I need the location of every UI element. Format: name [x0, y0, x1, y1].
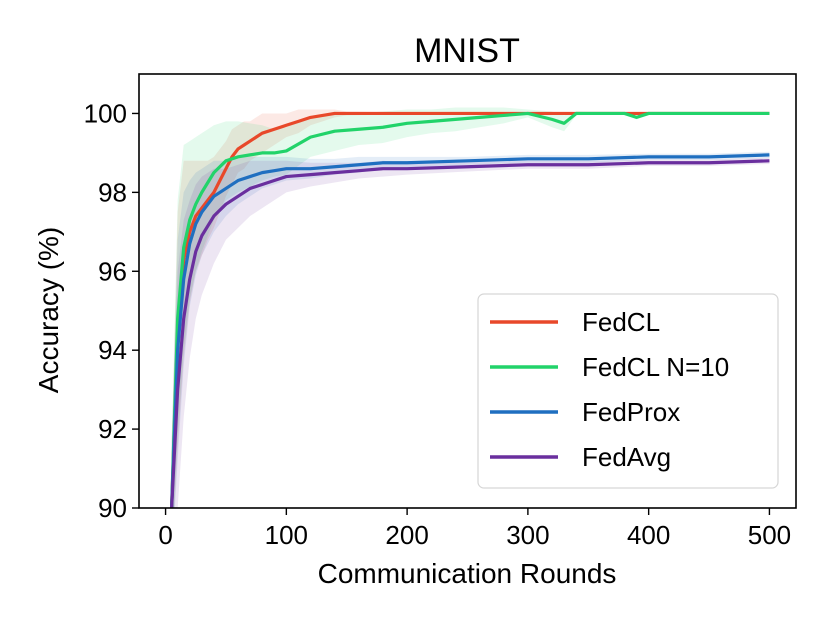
x-tick-label: 500 — [748, 520, 791, 550]
y-tick-label: 94 — [98, 335, 127, 365]
legend-label-2: FedProx — [582, 397, 680, 427]
y-tick-label: 96 — [98, 256, 127, 286]
legend-label-3: FedAvg — [582, 442, 671, 472]
line-series-3 — [170, 159, 770, 508]
chart-title: MNIST — [414, 32, 520, 70]
y-tick-label: 92 — [98, 414, 127, 444]
x-tick-label: 0 — [158, 520, 172, 550]
line-series-0 — [170, 111, 770, 508]
legend-box — [477, 293, 779, 489]
legend-label-0: FedCL — [582, 307, 660, 337]
x-tick-label: 300 — [506, 520, 549, 550]
band-series-0 — [171, 109, 770, 508]
x-tick-label: 100 — [265, 520, 308, 550]
line-series-1 — [170, 111, 770, 508]
line-series-2 — [170, 153, 770, 508]
plot-frame — [138, 73, 797, 509]
band-series-1 — [171, 107, 770, 508]
y-tick-label: 90 — [98, 493, 127, 523]
y-tick-label: 100 — [84, 98, 127, 128]
band-series-2 — [171, 151, 770, 508]
band-series-3 — [171, 157, 770, 508]
plot-area — [170, 107, 770, 508]
x-axis-label: Communication Rounds — [318, 558, 617, 589]
axis-ticks: 0 100 200 300 400 500 90 92 94 96 98 100 — [84, 98, 792, 550]
x-tick-label: 200 — [385, 520, 428, 550]
legend: FedCL FedCL N=10 FedProx FedAvg — [477, 293, 779, 489]
y-tick-label: 98 — [98, 177, 127, 207]
legend-label-1: FedCL N=10 — [582, 352, 729, 382]
y-axis-label: Accuracy (%) — [33, 227, 64, 393]
x-tick-label: 400 — [627, 520, 670, 550]
